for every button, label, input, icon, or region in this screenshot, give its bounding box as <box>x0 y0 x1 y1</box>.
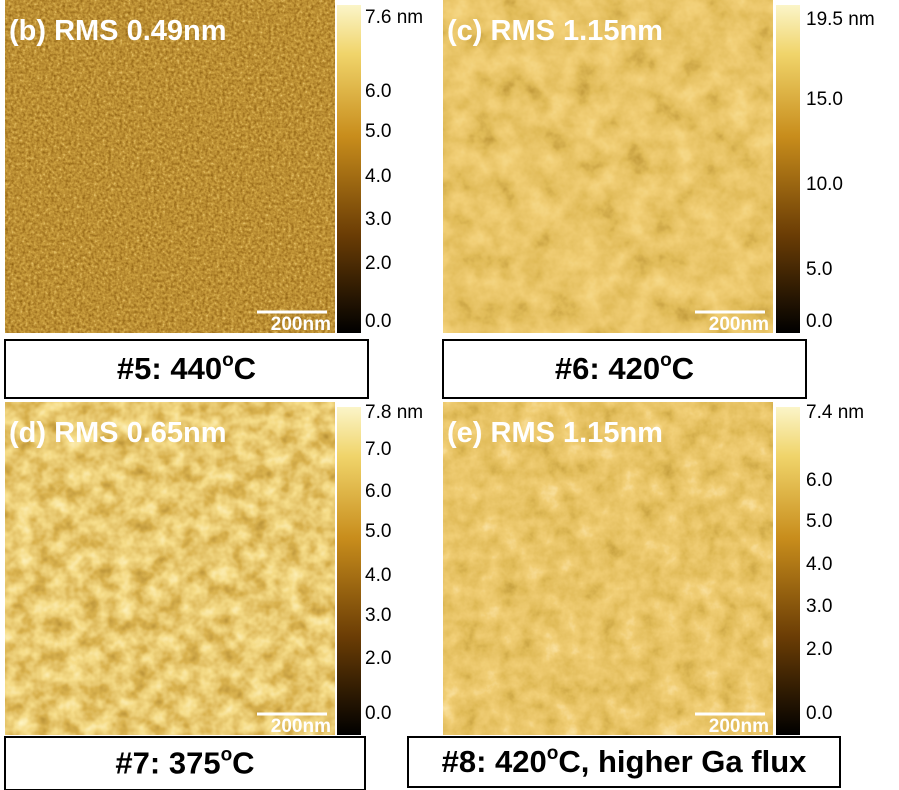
afm-image <box>5 402 335 735</box>
caption-tail: C <box>232 746 254 781</box>
colorbar-tick: 6.0 <box>365 81 391 102</box>
caption-text: #6: 420 <box>555 351 660 386</box>
colorbar-tick: 15.0 <box>806 89 843 110</box>
scale-label: 200nm <box>709 716 769 737</box>
colorbar-tick: 7.0 <box>365 439 391 460</box>
afm-image <box>443 402 773 735</box>
colorbar-tick: 2.0 <box>806 639 832 660</box>
caption-box <box>442 339 807 399</box>
caption-text: #7: 375 <box>115 746 220 781</box>
colorbar-tick: 3.0 <box>806 596 832 617</box>
caption: #5: 440oC <box>117 350 256 386</box>
colorbar-tick: 2.0 <box>365 253 391 274</box>
colorbar-tick: 7.4 nm <box>806 402 864 423</box>
scale-label: 200nm <box>271 314 331 335</box>
colorbar-tick: 4.0 <box>365 166 391 187</box>
caption-box <box>4 339 369 399</box>
caption: #8: 420oC, higher Ga flux <box>442 743 808 779</box>
colorbar-tick: 0.0 <box>806 311 832 332</box>
panel: (c) RMS 1.15nm 200nm 19.5 nm 15.0 10.0 5.0 0.0… <box>442 0 875 399</box>
colorbar-tick: 3.0 <box>365 605 391 626</box>
colorbar-tick: 0.0 <box>365 311 391 332</box>
panel-label: (d) RMS 0.65nm <box>9 417 227 449</box>
caption-text: #8: 420 <box>442 744 547 779</box>
scale-label: 200nm <box>709 314 769 335</box>
colorbar-tick: 0.0 <box>806 703 832 724</box>
colorbar-tick: 7.8 nm <box>365 402 423 423</box>
caption-tail: C <box>672 351 694 386</box>
colorbar <box>337 407 361 735</box>
colorbar-tick: 2.0 <box>365 648 391 669</box>
colorbar <box>776 5 800 333</box>
caption-box <box>4 736 366 790</box>
caption-tail: C, higher Ga flux <box>558 744 807 779</box>
caption-sup: o <box>222 350 234 371</box>
colorbar-tick: 3.0 <box>365 209 391 230</box>
colorbar-tick: 5.0 <box>365 121 391 142</box>
colorbar <box>776 407 800 735</box>
caption-sup: o <box>547 743 559 764</box>
panel-label: (e) RMS 1.15nm <box>447 417 663 449</box>
caption: #7: 375oC <box>115 745 254 781</box>
colorbar-tick: 5.0 <box>806 511 832 532</box>
colorbar-tick: 4.0 <box>365 565 391 586</box>
scale-label: 200nm <box>271 716 331 737</box>
panel-label: (b) RMS 0.49nm <box>9 15 227 47</box>
colorbar-tick: 7.6 nm <box>365 7 423 28</box>
colorbar-tick: 4.0 <box>806 554 832 575</box>
afm-image <box>443 0 773 333</box>
caption-tail: C <box>234 351 256 386</box>
panel-label: (c) RMS 1.15nm <box>447 15 663 47</box>
colorbar-tick: 5.0 <box>806 259 832 280</box>
caption-box <box>407 736 841 788</box>
caption-sup: o <box>660 350 672 371</box>
colorbar-tick: 10.0 <box>806 174 843 195</box>
afm-image <box>5 0 335 333</box>
caption-text: #5: 440 <box>117 351 222 386</box>
colorbar-tick: 6.0 <box>365 481 391 502</box>
colorbar <box>337 5 361 333</box>
caption-sup: o <box>221 745 233 766</box>
colorbar-tick: 5.0 <box>365 521 391 542</box>
panel: (e) RMS 1.15nm 200nm 7.4 nm 6.0 5.0 4.0 3.0 2.0… <box>407 402 864 788</box>
panel: (d) RMS 0.65nm 200nm 7.8 nm 7.0 6.0 5.0 4.0 3.0… <box>4 402 423 790</box>
colorbar-tick: 0.0 <box>365 703 391 724</box>
caption: #6: 420oC <box>555 350 694 386</box>
panel: (b) RMS 0.49nm 200nm 7.6 nm 6.0 5.0 4.0 3.0 2.0… <box>4 0 423 399</box>
colorbar-tick: 6.0 <box>806 470 832 491</box>
colorbar-tick: 19.5 nm <box>806 9 875 30</box>
